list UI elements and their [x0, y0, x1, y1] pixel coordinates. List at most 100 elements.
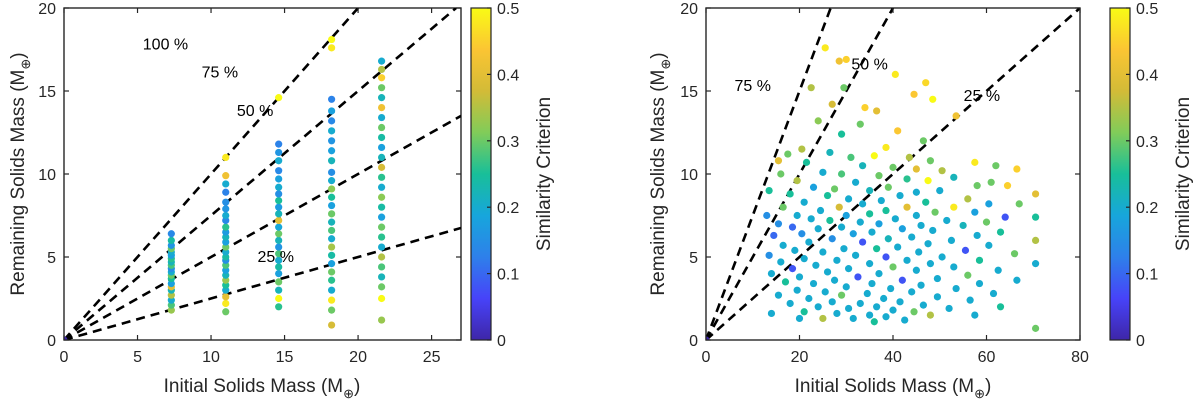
right-ref-label-2: 25 %: [964, 88, 1000, 105]
right-point-177: [945, 304, 953, 313]
right-point-165: [933, 293, 942, 301]
right-point-67: [779, 203, 787, 211]
right-point-74: [971, 208, 979, 216]
right-point-42: [793, 177, 801, 185]
left-y-tick-label-4: 20: [38, 1, 56, 18]
left-point-19: [167, 236, 175, 244]
right-point-153: [809, 279, 818, 288]
right-point-184: [866, 311, 874, 319]
left-point-28: [222, 266, 230, 274]
left-point-23: [222, 293, 230, 301]
left-plot-area: [63, 7, 462, 341]
left-point-29: [222, 261, 230, 269]
right-point-47: [1003, 182, 1012, 190]
left-point-35: [222, 233, 230, 241]
right-point-0: [706, 336, 710, 340]
left-cbar-tick-label-2: 0.2: [497, 200, 519, 217]
right-point-53: [936, 187, 944, 195]
right-point-146: [933, 274, 942, 283]
left-colorbar-label: Similarity Criterion: [534, 97, 555, 251]
right-point-93: [837, 223, 846, 231]
right-point-111: [779, 241, 787, 249]
right-point-79: [912, 211, 920, 220]
right-point-38: [837, 170, 846, 178]
right-point-145: [795, 273, 804, 281]
left-point-42: [222, 188, 230, 196]
right-point-143: [964, 271, 972, 279]
right-point-91: [959, 221, 967, 230]
right-point-148: [830, 276, 839, 284]
right-point-57: [896, 191, 904, 200]
left-x-tick-label-0: 0: [60, 349, 69, 366]
left-ref-line-2: [64, 114, 461, 340]
left-point-75: [328, 268, 336, 276]
right-ref-line-1: [706, 8, 895, 340]
right-point-140: [823, 268, 832, 276]
right-point-32: [889, 163, 897, 171]
right-point-77: [793, 211, 801, 220]
left-point-22: [222, 299, 230, 308]
right-point-186: [926, 311, 935, 319]
left-cbar-tick-label-0: 0: [497, 333, 506, 350]
right-y-tick-label-2: 10: [680, 167, 698, 184]
right-point-66: [859, 200, 867, 208]
right-point-21: [826, 148, 834, 157]
right-point-139: [912, 266, 920, 274]
right-point-59: [844, 195, 853, 203]
left-point-79: [328, 235, 336, 243]
left-point-64: [275, 175, 283, 183]
right-point-51: [765, 187, 773, 195]
right-point-134: [889, 263, 897, 271]
right-point-72: [882, 206, 890, 215]
right-point-141: [875, 270, 883, 278]
right-panel: 75 % 50 % 25 % 0 20 40 60 80 0 5 10 15 20 Initial …: [648, 1, 1194, 401]
right-point-167: [805, 294, 813, 303]
left-point-109: [378, 183, 386, 191]
left-point-46: [275, 303, 283, 311]
right-point-138: [994, 266, 1002, 274]
left-point-69: [275, 94, 283, 102]
right-point-136: [788, 265, 797, 273]
left-point-83: [328, 201, 336, 210]
left-point-41: [222, 198, 230, 206]
right-point-89: [875, 220, 883, 228]
left-point-62: [275, 190, 283, 198]
left-colorbar-ticks: 0 0.1 0.2 0.3 0.4 0.5: [487, 1, 519, 350]
right-colorbar-frame: [1109, 7, 1131, 341]
right-colorbar-gradient: [1110, 8, 1130, 340]
left-point-56: [275, 230, 283, 238]
right-point-4: [891, 70, 899, 78]
right-point-115: [873, 245, 881, 253]
left-point-84: [328, 193, 336, 201]
left-point-24: [222, 286, 230, 294]
right-point-162: [989, 289, 998, 298]
right-point-12: [873, 107, 881, 115]
left-point-77: [328, 251, 336, 259]
left-ref-labels: 100 % 75 % 50 % 25 %: [143, 37, 294, 266]
left-y-ticks: 0 5 10 15 20: [38, 1, 461, 350]
right-point-85: [943, 216, 951, 225]
right-point-123: [938, 253, 946, 261]
right-point-135: [950, 263, 958, 271]
left-point-82: [328, 210, 336, 218]
right-point-172: [786, 299, 794, 308]
right-x-tick-label-2: 40: [884, 349, 902, 366]
left-ref-line-3: [64, 226, 461, 340]
left-point-103: [378, 243, 386, 251]
right-point-100: [849, 230, 857, 238]
right-point-142: [767, 270, 776, 278]
right-point-61: [877, 196, 885, 205]
left-point-43: [222, 180, 230, 188]
left-ref-label-0: 100 %: [143, 37, 188, 54]
right-point-39: [875, 172, 883, 180]
right-point-35: [1013, 165, 1021, 173]
right-point-80: [1001, 213, 1009, 221]
left-ref-line-1: [64, 8, 457, 340]
left-point-33: [222, 243, 230, 251]
right-point-25: [870, 152, 878, 160]
right-point-95: [814, 225, 822, 233]
right-point-117: [791, 246, 799, 254]
right-ref-lines: [706, 8, 1080, 340]
right-point-157: [952, 284, 960, 293]
right-point-174: [873, 303, 881, 311]
